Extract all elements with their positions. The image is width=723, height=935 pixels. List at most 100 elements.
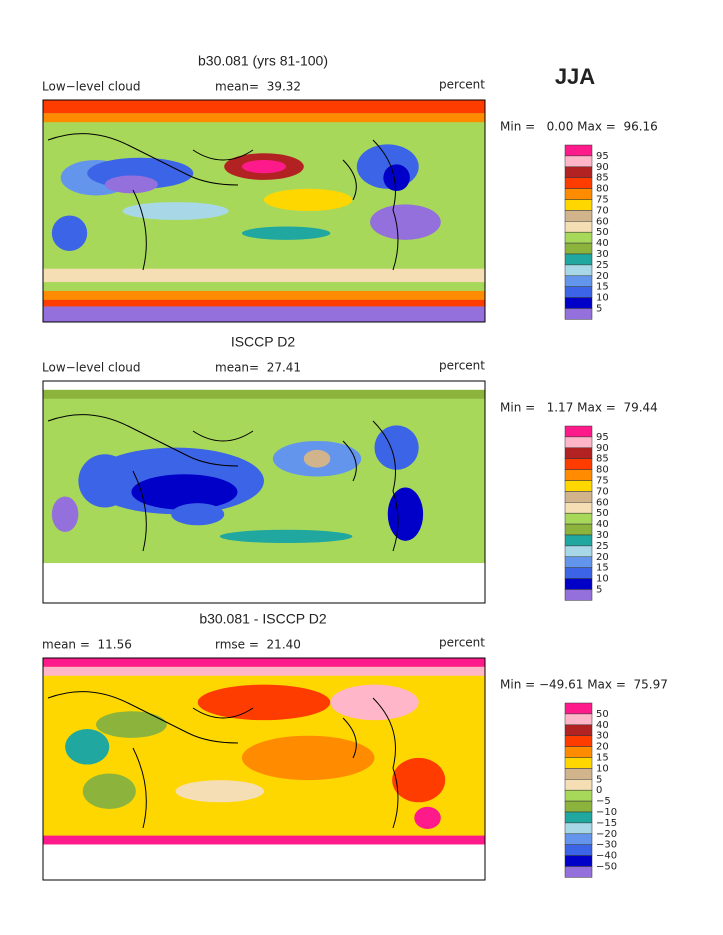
colorbar-box: [564, 567, 593, 579]
min-max: Min = 1.17 Max = 79.44: [500, 401, 658, 415]
field-blob: [387, 487, 424, 541]
colorbar-label: 50: [596, 508, 609, 519]
colorbar-label: −50: [596, 862, 617, 873]
colorbar-label: −20: [596, 829, 617, 840]
colorbar-label: 30: [596, 530, 609, 541]
min-max: Min = 0.00 Max = 96.16: [500, 120, 658, 134]
field-blob: [303, 449, 331, 468]
colorbar-label: 5: [596, 774, 602, 785]
colorbar-label: 50: [596, 709, 609, 720]
colorbar-box: [564, 822, 593, 835]
field-blob: [171, 503, 225, 526]
colorbar-label: 5: [596, 585, 602, 596]
colorbar-label: 80: [596, 184, 609, 195]
map-frame: [42, 99, 486, 323]
colorbar-label: 40: [596, 720, 609, 731]
colorbar-box: [564, 253, 593, 266]
colorbar-box: [564, 199, 593, 211]
colorbar-box: [564, 779, 593, 791]
field-blob: [65, 729, 110, 765]
colorbar-box: [564, 447, 593, 459]
field-blob: [175, 780, 264, 803]
colorbar-label: 80: [596, 465, 609, 476]
map: [42, 99, 486, 323]
colorbar-label: −30: [596, 840, 617, 851]
field-band: [43, 563, 485, 603]
units: percent: [439, 636, 485, 650]
colorbar-label: 40: [596, 238, 609, 249]
colorbar-box: [564, 866, 593, 878]
colorbar-box: [564, 264, 593, 277]
colorbar-label: 90: [596, 162, 609, 173]
min-max: Min = −49.61 Max = 75.97: [500, 678, 668, 692]
map-field: [43, 100, 485, 322]
field-blob: [197, 684, 331, 721]
colorbar-box: [564, 458, 593, 470]
colorbar-label: 85: [596, 173, 609, 184]
colorbar-label: 30: [596, 249, 609, 260]
colorbar-label: 15: [596, 563, 609, 574]
colorbar-box: [564, 702, 593, 715]
units: percent: [439, 78, 485, 92]
colorbar-label: 5: [596, 304, 602, 315]
colorbar-label: 60: [596, 216, 609, 227]
colorbar-box: [564, 502, 593, 514]
colorbar-box: [564, 297, 593, 309]
colorbar-label: −10: [596, 807, 617, 818]
map-frame: [42, 380, 486, 604]
colorbar-label: 85: [596, 454, 609, 465]
colorbar-box: [564, 166, 593, 178]
colorbar-label: 20: [596, 742, 609, 753]
colorbar-box: [564, 210, 593, 222]
colorbar-box: [564, 724, 593, 736]
colorbar-label: 90: [596, 443, 609, 454]
field-blob: [374, 425, 419, 470]
colorbar-label: 15: [596, 753, 609, 764]
field-blob: [96, 711, 167, 738]
field-band: [43, 306, 485, 322]
field-blob: [330, 684, 419, 721]
colorbar-box: [564, 155, 593, 168]
left-label: mean = 11.56: [42, 638, 132, 652]
field-blob: [383, 164, 410, 192]
colorbar-label: 20: [596, 271, 609, 282]
colorbar-label: 15: [596, 282, 609, 293]
colorbar-box: [564, 188, 593, 200]
colorbar-box: [564, 425, 593, 438]
coastline: [47, 133, 399, 271]
colorbar-label: 70: [596, 486, 609, 497]
field-blob: [219, 529, 353, 544]
colorbar-label: 75: [596, 195, 609, 206]
colorbar-box: [564, 811, 593, 824]
field-band: [43, 844, 485, 880]
colorbar-label: 60: [596, 497, 609, 508]
colorbar-box: [564, 589, 593, 601]
map: [42, 657, 486, 881]
colorbar-box: [564, 523, 593, 536]
field-blob: [370, 204, 441, 240]
left-label: Low−level cloud: [42, 80, 141, 94]
colorbar-box: [564, 833, 593, 845]
colorbar-box: [564, 789, 593, 802]
colorbar-box: [564, 512, 593, 525]
map-field: [43, 658, 485, 880]
coastline: [47, 414, 399, 552]
colorbar-box: [564, 436, 593, 449]
colorbar-box: [564, 231, 593, 244]
colorbar-box: [564, 275, 593, 287]
field-band: [43, 113, 485, 123]
colorbar-label: 10: [596, 574, 609, 585]
colorbar-label: 75: [596, 476, 609, 487]
colorbar-label: 30: [596, 731, 609, 742]
colorbar-box: [564, 735, 593, 747]
panel-title: b30.081 (yrs 81-100): [198, 53, 328, 69]
stat-label: mean= 27.41: [215, 361, 301, 375]
field-band: [43, 389, 485, 399]
colorbar-label: −5: [596, 796, 611, 807]
colorbar-box: [564, 757, 593, 769]
coastline: [47, 691, 399, 829]
colorbar-label: −40: [596, 851, 617, 862]
map: [42, 380, 486, 604]
field-blob: [241, 735, 375, 781]
colorbar-label: 25: [596, 541, 609, 552]
